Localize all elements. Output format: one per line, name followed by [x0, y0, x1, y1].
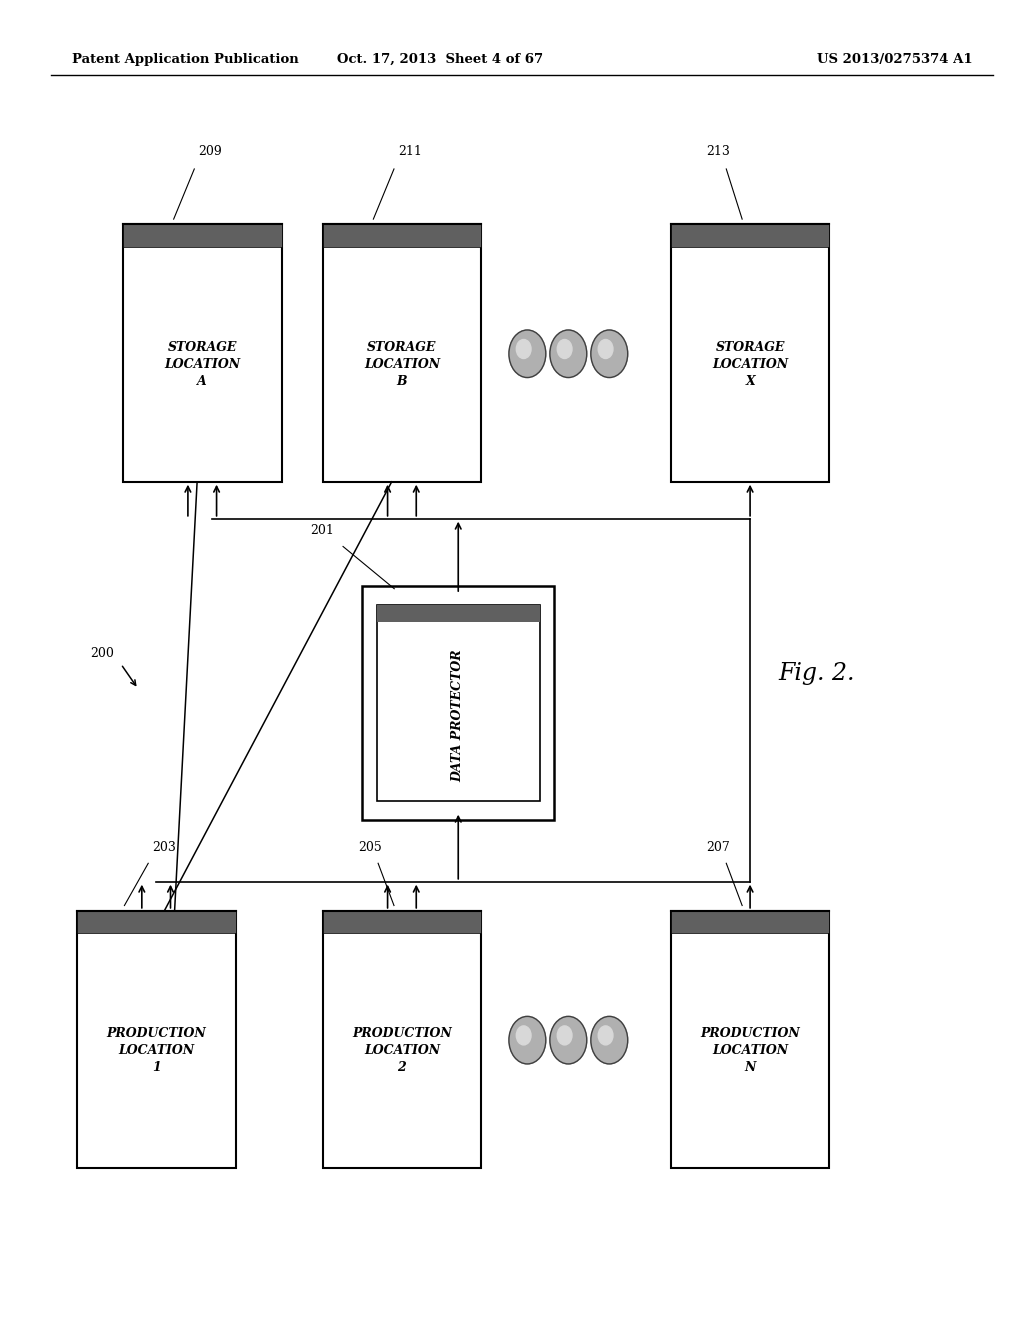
- Circle shape: [598, 1026, 613, 1045]
- Circle shape: [516, 339, 531, 359]
- Text: Oct. 17, 2013  Sheet 4 of 67: Oct. 17, 2013 Sheet 4 of 67: [337, 53, 544, 66]
- Bar: [123, 224, 282, 247]
- Bar: [671, 911, 829, 933]
- Bar: [377, 605, 540, 801]
- Circle shape: [591, 1016, 628, 1064]
- Bar: [123, 224, 282, 482]
- Bar: [323, 911, 481, 1168]
- Text: STORAGE
LOCATION
B: STORAGE LOCATION B: [364, 341, 440, 388]
- Bar: [323, 911, 481, 933]
- Text: 200: 200: [90, 647, 115, 660]
- Circle shape: [550, 330, 587, 378]
- Bar: [671, 911, 829, 1168]
- Text: DATA PROTECTOR: DATA PROTECTOR: [452, 649, 465, 783]
- Circle shape: [598, 339, 613, 359]
- Bar: [323, 224, 481, 482]
- Circle shape: [509, 330, 546, 378]
- Bar: [671, 224, 829, 247]
- Bar: [77, 911, 236, 1168]
- Text: PRODUCTION
LOCATION
1: PRODUCTION LOCATION 1: [106, 1027, 206, 1074]
- Text: Fig. 2.: Fig. 2.: [778, 661, 855, 685]
- Text: 211: 211: [398, 145, 422, 158]
- Text: PRODUCTION
LOCATION
N: PRODUCTION LOCATION N: [700, 1027, 800, 1074]
- Circle shape: [557, 1026, 572, 1045]
- Circle shape: [557, 339, 572, 359]
- Circle shape: [509, 1016, 546, 1064]
- Text: PRODUCTION
LOCATION
2: PRODUCTION LOCATION 2: [352, 1027, 452, 1074]
- Bar: [377, 605, 540, 622]
- Text: US 2013/0275374 A1: US 2013/0275374 A1: [817, 53, 973, 66]
- Text: 207: 207: [707, 841, 730, 854]
- Text: Patent Application Publication: Patent Application Publication: [72, 53, 298, 66]
- Text: 203: 203: [153, 841, 176, 854]
- Circle shape: [550, 1016, 587, 1064]
- Text: 201: 201: [310, 524, 335, 537]
- Text: 209: 209: [199, 145, 222, 158]
- Bar: [362, 586, 554, 820]
- Text: 205: 205: [358, 841, 382, 854]
- Bar: [323, 224, 481, 247]
- Text: 213: 213: [707, 145, 730, 158]
- Circle shape: [516, 1026, 531, 1045]
- Text: STORAGE
LOCATION
X: STORAGE LOCATION X: [712, 341, 788, 388]
- Bar: [77, 911, 236, 933]
- Circle shape: [591, 330, 628, 378]
- Bar: [671, 224, 829, 482]
- Text: STORAGE
LOCATION
A: STORAGE LOCATION A: [164, 341, 241, 388]
